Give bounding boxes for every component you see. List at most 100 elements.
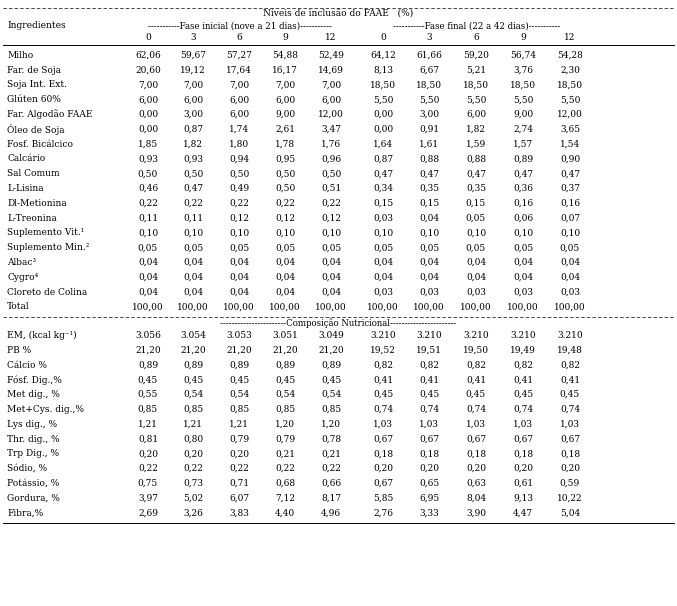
- Text: Far. de Soja: Far. de Soja: [7, 65, 61, 75]
- Text: 0,22: 0,22: [138, 199, 158, 208]
- Text: 7,00: 7,00: [275, 81, 295, 90]
- Text: 14,69: 14,69: [318, 65, 344, 75]
- Text: 0,12: 0,12: [321, 214, 341, 222]
- Text: 18,50: 18,50: [510, 81, 536, 90]
- Text: 6,00: 6,00: [321, 95, 341, 104]
- Text: 0,03: 0,03: [560, 288, 580, 297]
- Text: 0,51: 0,51: [321, 184, 341, 193]
- Text: 0,35: 0,35: [466, 184, 486, 193]
- Text: 8,04: 8,04: [466, 494, 486, 503]
- Text: 1,57: 1,57: [513, 139, 533, 148]
- Text: 19,50: 19,50: [463, 345, 489, 355]
- Text: 0,10: 0,10: [321, 228, 341, 238]
- Text: 0: 0: [145, 33, 151, 42]
- Text: Glúten 60%: Glúten 60%: [7, 95, 61, 104]
- Text: 0,04: 0,04: [321, 273, 341, 282]
- Text: 0,22: 0,22: [229, 464, 249, 473]
- Text: 0,05: 0,05: [183, 243, 203, 252]
- Text: 0,67: 0,67: [373, 479, 393, 488]
- Text: 1,21: 1,21: [183, 420, 203, 428]
- Text: 0,04: 0,04: [560, 273, 580, 282]
- Text: 62,06: 62,06: [135, 51, 161, 60]
- Text: 9,00: 9,00: [513, 110, 533, 119]
- Text: Óleo de Soja: Óleo de Soja: [7, 124, 64, 135]
- Text: 1,76: 1,76: [321, 139, 341, 148]
- Text: Gordura, %: Gordura, %: [7, 494, 60, 503]
- Text: 3.210: 3.210: [557, 331, 583, 340]
- Text: 0,04: 0,04: [419, 273, 439, 282]
- Text: 0,20: 0,20: [183, 449, 203, 458]
- Text: 8,17: 8,17: [321, 494, 341, 503]
- Text: 0,47: 0,47: [513, 169, 533, 178]
- Text: Níveis de inclusão do FAAE   (%): Níveis de inclusão do FAAE (%): [263, 9, 414, 19]
- Text: 0,89: 0,89: [275, 361, 295, 370]
- Text: 0,04: 0,04: [229, 288, 249, 297]
- Text: Suplemento Min.²: Suplemento Min.²: [7, 243, 89, 252]
- Text: 0,45: 0,45: [373, 390, 393, 399]
- Text: 61,66: 61,66: [416, 51, 442, 60]
- Text: 0,05: 0,05: [513, 243, 533, 252]
- Text: 1,64: 1,64: [373, 139, 393, 148]
- Text: 0,10: 0,10: [183, 228, 203, 238]
- Text: 0,45: 0,45: [321, 375, 341, 384]
- Text: 7,00: 7,00: [183, 81, 203, 90]
- Text: Dl-Metionina: Dl-Metionina: [7, 199, 67, 208]
- Text: 5,50: 5,50: [512, 95, 533, 104]
- Text: 4,96: 4,96: [321, 508, 341, 518]
- Text: 0,04: 0,04: [275, 258, 295, 267]
- Text: 0,04: 0,04: [138, 273, 158, 282]
- Text: 0,04: 0,04: [560, 258, 580, 267]
- Text: 1,54: 1,54: [560, 139, 580, 148]
- Text: 0,85: 0,85: [321, 405, 341, 414]
- Text: 0,47: 0,47: [373, 169, 393, 178]
- Text: 0,04: 0,04: [275, 288, 295, 297]
- Text: 100,00: 100,00: [315, 302, 347, 311]
- Text: 0,20: 0,20: [513, 464, 533, 473]
- Text: 100,00: 100,00: [413, 302, 445, 311]
- Text: -----------Fase inicial (nove a 21 dias)-----------: -----------Fase inicial (nove a 21 dias)…: [148, 21, 332, 30]
- Text: 0,67: 0,67: [373, 435, 393, 444]
- Text: 0,82: 0,82: [513, 361, 533, 370]
- Text: 7,00: 7,00: [229, 81, 249, 90]
- Text: 3.210: 3.210: [463, 331, 489, 340]
- Text: 0,18: 0,18: [560, 449, 580, 458]
- Text: 3,83: 3,83: [229, 508, 249, 518]
- Text: 0,21: 0,21: [321, 449, 341, 458]
- Text: 9,13: 9,13: [513, 494, 533, 503]
- Text: 8,13: 8,13: [373, 65, 393, 75]
- Text: 6: 6: [236, 33, 242, 42]
- Text: 0,20: 0,20: [138, 449, 158, 458]
- Text: 0,95: 0,95: [275, 155, 295, 164]
- Text: 6,67: 6,67: [419, 65, 439, 75]
- Text: 0,04: 0,04: [183, 288, 203, 297]
- Text: 0,04: 0,04: [183, 258, 203, 267]
- Text: 21,20: 21,20: [135, 345, 161, 355]
- Text: 1,82: 1,82: [183, 139, 203, 148]
- Text: 0,47: 0,47: [466, 169, 486, 178]
- Text: 0,41: 0,41: [560, 375, 580, 384]
- Text: 3,76: 3,76: [513, 65, 533, 75]
- Text: 2,61: 2,61: [275, 125, 295, 134]
- Text: 0,50: 0,50: [229, 169, 249, 178]
- Text: 0: 0: [380, 33, 386, 42]
- Text: 3,47: 3,47: [321, 125, 341, 134]
- Text: 0,89: 0,89: [183, 361, 203, 370]
- Text: 4,40: 4,40: [275, 508, 295, 518]
- Text: 0,74: 0,74: [466, 405, 486, 414]
- Text: 0,04: 0,04: [373, 258, 393, 267]
- Text: 0,47: 0,47: [183, 184, 203, 193]
- Text: 0,89: 0,89: [513, 155, 533, 164]
- Text: 0,22: 0,22: [275, 199, 295, 208]
- Text: 52,49: 52,49: [318, 51, 344, 60]
- Text: 3.054: 3.054: [180, 331, 206, 340]
- Text: 3,65: 3,65: [560, 125, 580, 134]
- Text: Cálcio %: Cálcio %: [7, 361, 47, 370]
- Text: 4,47: 4,47: [513, 508, 533, 518]
- Text: 0,03: 0,03: [513, 288, 533, 297]
- Text: 0,03: 0,03: [466, 288, 486, 297]
- Text: 1,80: 1,80: [229, 139, 249, 148]
- Text: 6,00: 6,00: [275, 95, 295, 104]
- Text: 3,33: 3,33: [419, 508, 439, 518]
- Text: 0,67: 0,67: [513, 435, 533, 444]
- Text: 0,04: 0,04: [466, 258, 486, 267]
